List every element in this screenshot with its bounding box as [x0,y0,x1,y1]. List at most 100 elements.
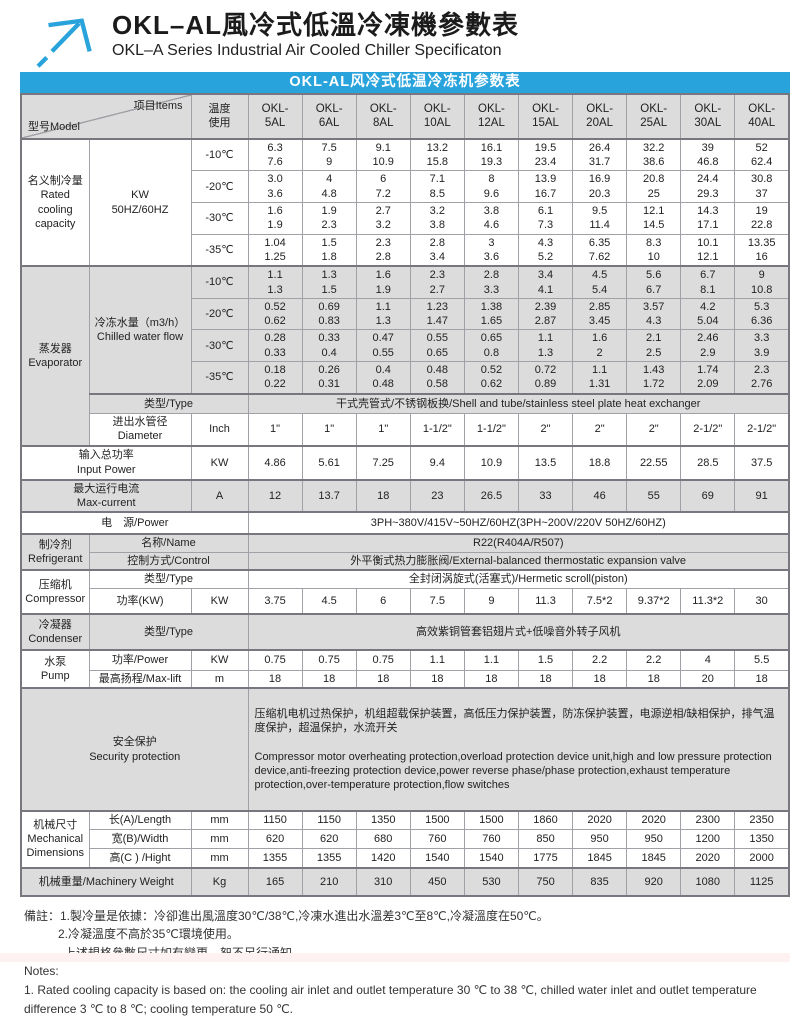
table-cell: 10.9 [463,444,519,481]
table-cell: 0.48 0.58 [409,361,465,395]
table-cell: 2.3 2.8 [355,233,411,267]
table-cell: 7.5 [409,587,465,615]
table-cell: 6.35 7.62 [572,233,628,267]
table-cell: 0.52 0.62 [247,297,303,331]
mechanical-row: 宽(B)/Width mm 620 620 680 760 760 850 950 950 12… [21,829,790,850]
title-block: OKL–AL風冷式低溫冷凍機參數表 OKL–A Series Industria… [0,0,790,72]
security-text-cell: 压缩机电机过热保护，机组超载保护装置，高低压力保护装置，防冻保护装置，电源逆相/… [247,687,790,812]
table-cell: 0.72 0.89 [517,361,574,395]
table-cell: 1.1 1.3 [517,329,574,363]
table-cell: 2" [572,413,628,447]
table-cell: 1125 [734,866,790,897]
table-cell: 18 [517,669,574,689]
condenser-section-label: 冷凝器 Condenser [20,613,90,651]
max-current-unit: A [190,478,249,513]
evaporator-type-label: 类型/Type [88,392,249,415]
mechanical-row: 机械尺寸 Mechanical Dimensions 长(A)/Length m… [20,809,790,869]
table-cell: 4.5 [301,587,357,615]
table-cell: 1500 [409,809,465,831]
table-cell: 19.5 23.4 [517,137,574,172]
table-cell: 2.3 2.7 [409,265,465,299]
table-cell: 9 [463,587,519,615]
table-cell: 8 9.6 [463,170,519,204]
table-cell: 7.5 9 [301,137,357,172]
table-cell: 1.1 [463,649,519,671]
temp-cell: -35℃ [190,233,249,267]
table-cell: 0.69 0.83 [301,297,357,331]
power-supply-value: 3PH~380V/415V~50HZ/60HZ(3PH~200V/220V 50… [247,511,790,535]
table-cell: 1.1 [409,649,465,671]
table-cell: 7.25 [355,444,411,481]
table-cell: 2020 [626,809,682,831]
input-power-label: 输入总功率 Input Power [20,444,192,481]
table-cell: 4.86 [247,444,303,481]
table-cell: OKL- 20AL [572,93,628,140]
capacity-row: -20℃ 3.0 3.6 4 4.8 6 7.2 7.1 8.5 8 9.6 13.9 1… [21,170,790,204]
width-unit: mm [190,829,249,850]
table-cell: 1.6 1.9 [247,202,303,235]
height-label: 高(C ) /Hight [88,848,192,869]
page-title-zh: OKL–AL風冷式低溫冷凍機參數表 [112,10,520,40]
table-title-banner: OKL-AL风冷式低温冷冻机参数表 [20,72,790,93]
table-cell: 1.9 2.3 [301,202,357,235]
temp-cell: -20℃ [190,170,249,204]
table-cell: 0.4 0.48 [355,361,411,395]
table-cell: 20 [680,669,736,689]
table-cell: 2020 [572,809,628,831]
security-text-en: Compressor motor overheating protection,… [254,750,772,792]
table-cell: OKL- 30AL [680,93,736,140]
compressor-type-label: 类型/Type [88,569,249,589]
table-cell: 1.1 1.31 [572,361,628,395]
table-cell: 1420 [355,848,411,869]
table-cell: 1.1 1.3 [247,265,303,299]
table-cell: 30.8 37 [734,170,790,204]
table-cell: 19 22.8 [734,202,790,235]
table-cell: 4.5 5.4 [572,265,628,299]
table-cell: 3.75 [247,587,303,615]
table-cell: 46 [572,478,628,513]
corner-cell: 型号Model 项目Items [20,93,192,140]
table-cell: 1150 [301,809,357,831]
table-cell: 1.6 2 [572,329,628,363]
table-cell: 950 [626,829,682,850]
security-label: 安全保护 Security protection [20,687,249,812]
table-cell: 2" [626,413,682,447]
table-cell: 0.55 0.65 [409,329,465,363]
height-unit: mm [190,848,249,869]
table-cell: 33 [517,478,574,513]
table-cell: 9.1 10.9 [355,137,411,172]
table-cell: 28.5 [680,444,736,481]
weight-row: 机械重量/Machinery Weight Kg 165 210 310 450 530… [20,866,790,897]
condenser-type-label: 类型/Type [88,613,249,651]
table-cell: 18 [355,478,411,513]
table-cell: 1.04 1.25 [247,233,303,267]
table-cell: 10.1 12.1 [680,233,736,267]
note-line: Notes: [24,964,59,979]
table-cell: 12 [247,478,303,513]
evaporator-row: 蒸发器 Evaporator 冷冻水量（m3/h） Chilled water … [20,265,790,447]
table-cell: 3.2 3.8 [409,202,465,235]
table-cell: 2.46 2.9 [680,329,736,363]
condenser-row: 冷凝器 Condenser 类型/Type 高效紫铜管套铝翅片式+低噪音外转子风… [20,613,790,651]
table-cell: 0.52 0.62 [463,361,519,395]
table-cell: 5.5 [734,649,790,671]
titles: OKL–AL風冷式低溫冷凍機參數表 OKL–A Series Industria… [112,10,519,60]
table-cell: 2-1/2" [680,413,736,447]
table-cell: 2.3 2.76 [734,361,790,395]
table-cell: OKL- 10AL [409,93,465,140]
table-cell: OKL- 5AL [247,93,303,140]
security-row: 安全保护 Security protection 压缩机电机过热保护，机组超载保… [20,687,790,812]
refrigerant-control-row: 控制方式/Control 外平衡式热力膨胀阀/External-balanced… [21,551,790,571]
table-cell: 1150 [247,809,303,831]
table-cell: 5.3 6.36 [734,297,790,331]
table-cell: 1.5 1.8 [301,233,357,267]
temp-cell: -35℃ [190,361,249,395]
refrigerant-control-label: 控制方式/Control [88,551,249,571]
note-line: 1. Rated cooling capacity is based on: t… [24,983,757,998]
pump-lift-label: 最高扬程/Max-lift [88,669,192,689]
table-cell: 2300 [680,809,736,831]
note-line: difference 3 ℃ to 8 ℃; cooling temperatu… [24,1001,294,1016]
table-cell: 3.4 4.1 [517,265,574,299]
table-cell: 3.0 3.6 [247,170,303,204]
